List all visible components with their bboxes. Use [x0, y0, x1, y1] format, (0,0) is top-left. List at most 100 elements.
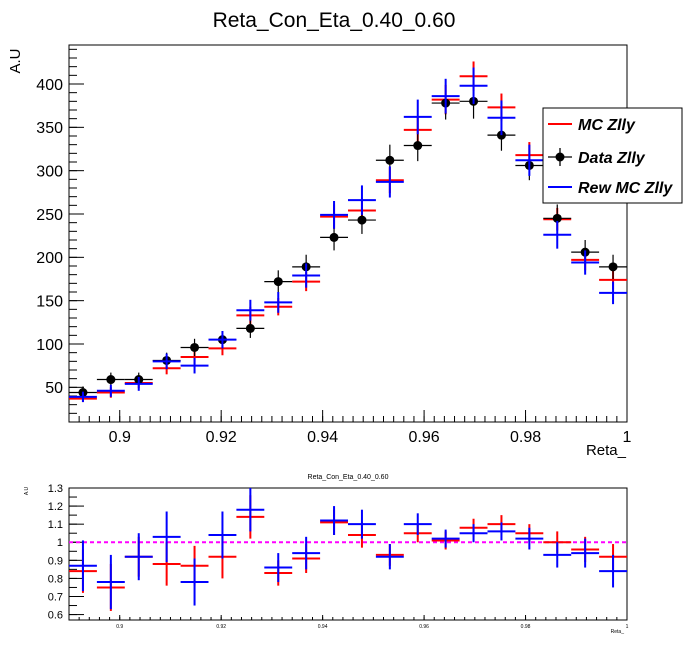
main-point-rew-mc-zlly: [264, 292, 293, 313]
main-point-rew-mc-zlly: [599, 281, 627, 305]
ratio-title: Reta_Con_Eta_0.40_0.60: [308, 474, 389, 481]
main-point-rew-mc-zlly: [571, 250, 600, 275]
ratio-point-rew-mc-zlly: [320, 506, 348, 536]
legend-mc-zlly-label: MC Zlly: [578, 117, 636, 134]
main-data-marker: [245, 323, 255, 333]
main-point-rew-mc-zlly: [487, 100, 516, 136]
ratio-x-tick-label: 0.98: [521, 624, 531, 630]
main-point-rew-mc-zlly: [543, 220, 572, 249]
main-point-rew-mc-zlly: [348, 185, 376, 215]
ratio-point-rew-mc-zlly: [375, 544, 404, 570]
ratio-axes: 0.6 0.7 0.8 0.9 1 1.1 1.2 1.3 0.9 0.92 0.94 0.96 0.9…: [48, 483, 629, 630]
main-series-rew-mc-zlly: [69, 67, 627, 403]
main-series: [69, 61, 627, 403]
main-point-data-zlly: [403, 129, 432, 162]
main-data-marker: [190, 342, 200, 352]
main-point-data-zlly: [264, 270, 293, 293]
main-x-tick-label: 0.9: [109, 429, 131, 446]
ratio-y-tick-label: 1.1: [48, 519, 63, 531]
main-data-marker: [608, 262, 618, 272]
main-point-data-zlly: [236, 318, 265, 338]
main-plot: Reta_Con_Eta_0.40_0.60 A.U Reta_ 50 100 15…: [7, 9, 683, 459]
main-point-rew-mc-zlly: [124, 376, 153, 391]
ratio-point-rew-mc-zlly: [487, 522, 516, 541]
main-title: Reta_Con_Eta_0.40_0.60: [213, 9, 456, 32]
main-y-axis-label: A.U: [7, 48, 24, 73]
main-y-tick-label: 100: [36, 337, 63, 354]
main-point-rew-mc-zlly: [180, 357, 209, 374]
main-point-rew-mc-zlly: [69, 391, 97, 403]
ratio-y-tick-label: 0.7: [48, 591, 63, 603]
main-y-tick-label: 250: [36, 207, 63, 224]
main-axes: 50 100 150 200 250 300 350 400 0.9 0.92 0.94 0.96 0.…: [36, 48, 632, 446]
ratio-point-rew-mc-zlly: [236, 488, 265, 532]
legend-data-zlly-label: Data Zlly: [578, 150, 646, 167]
main-point-rew-mc-zlly: [459, 67, 488, 104]
ratio-point-rew-mc-zlly: [459, 524, 488, 543]
main-x-tick-label: 0.94: [307, 429, 338, 446]
main-y-tick-label: 50: [45, 380, 63, 397]
ratio-series-rew-mc-zlly: [69, 488, 627, 610]
main-data-marker: [552, 213, 562, 223]
ratio-y-tick-label: 0.6: [48, 610, 63, 622]
ratio-y-tick-label: 0.9: [48, 555, 63, 567]
ratio-point-rew-mc-zlly: [152, 511, 181, 563]
main-point-data-zlly: [180, 338, 209, 357]
ratio-point-rew-mc-zlly: [96, 554, 125, 610]
main-y-tick-label: 200: [36, 250, 63, 267]
ratio-y-axis-label: A.U: [24, 486, 30, 495]
main-point-rew-mc-zlly: [515, 144, 544, 176]
main-y-tick-label: 150: [36, 293, 63, 310]
ratio-point-rew-mc-zlly: [69, 540, 97, 592]
ratio-point-rew-mc-zlly: [571, 538, 600, 568]
main-data-marker: [273, 277, 283, 287]
legend-rew-mc-zlly-label: Rew MC Zlly: [578, 180, 673, 197]
ratio-x-tick-label: 0.94: [318, 624, 328, 630]
main-point-rew-mc-zlly: [152, 353, 181, 370]
main-point-rew-mc-zlly: [320, 201, 348, 229]
main-point-rew-mc-zlly: [236, 299, 265, 321]
ratio-point-rew-mc-zlly: [292, 536, 321, 570]
main-plot-frame: [68, 44, 628, 423]
ratio-series-mc-zlly: [69, 495, 627, 611]
main-point-rew-mc-zlly: [96, 384, 125, 397]
ratio-series: [69, 488, 627, 611]
main-point-rew-mc-zlly: [375, 166, 404, 198]
main-point-rew-mc-zlly: [292, 263, 321, 288]
ratio-plot: Reta_Con_Eta_0.40_0.60 A.U Reta_ 0.6 0.7 0…: [24, 474, 629, 635]
main-x-tick-label: 0.98: [510, 429, 541, 446]
ratio-y-tick-label: 1.3: [48, 483, 63, 495]
main-y-tick-label: 350: [36, 120, 63, 137]
main-point-rew-mc-zlly: [208, 331, 237, 349]
ratio-point-rew-mc-zlly: [180, 558, 209, 606]
ratio-y-tick-label: 1.2: [48, 501, 63, 513]
ratio-x-axis-label: Reta_: [611, 629, 625, 635]
main-y-tick-label: 300: [36, 163, 63, 180]
main-x-tick-label: 0.92: [206, 429, 237, 446]
ratio-x-tick-label: 0.96: [419, 624, 429, 630]
ratio-point-rew-mc-zlly: [208, 511, 237, 559]
main-point-data-zlly: [599, 254, 627, 279]
ratio-x-tick-label: 0.9: [116, 624, 123, 630]
ratio-point-rew-mc-zlly: [124, 533, 153, 581]
main-point-rew-mc-zlly: [403, 99, 432, 135]
ratio-y-tick-label: 1: [57, 537, 63, 549]
main-x-tick-label: 0.96: [409, 429, 440, 446]
main-data-marker: [357, 215, 367, 225]
ratio-point-rew-mc-zlly: [431, 529, 460, 548]
ratio-x-tick-label: 0.92: [216, 624, 226, 630]
legend: MC Zlly Data Zlly Rew MC Zlly: [542, 107, 683, 204]
main-data-marker: [106, 375, 116, 385]
main-x-axis-label: Reta_: [586, 442, 627, 459]
main-x-tick-label: 1: [623, 429, 632, 446]
main-data-marker: [385, 155, 395, 165]
main-point-data-zlly: [96, 372, 125, 387]
main-data-marker: [329, 232, 339, 242]
ratio-point-rew-mc-zlly: [264, 553, 293, 583]
legend-data-zlly-marker: [555, 152, 565, 162]
ratio-point-rew-mc-zlly: [403, 513, 432, 536]
ratio-point-rew-mc-zlly: [599, 554, 627, 588]
ratio-point-rew-mc-zlly: [348, 509, 376, 539]
ratio-point-rew-mc-zlly: [515, 527, 544, 550]
main-data-marker: [413, 141, 423, 151]
